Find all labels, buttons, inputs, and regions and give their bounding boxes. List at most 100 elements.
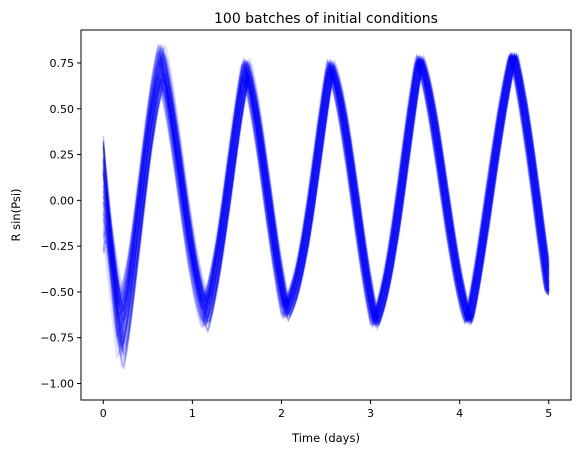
series-line bbox=[102, 55, 550, 337]
series-line bbox=[102, 52, 550, 323]
series-line bbox=[102, 54, 550, 331]
series-line bbox=[102, 54, 550, 328]
series-line bbox=[102, 54, 550, 343]
series-line bbox=[102, 51, 550, 323]
series-line bbox=[102, 53, 550, 322]
x-tick-label: 0 bbox=[100, 407, 107, 420]
series-line bbox=[103, 48, 550, 321]
x-tick-label: 5 bbox=[545, 407, 552, 420]
series-line bbox=[102, 43, 550, 320]
series-line bbox=[102, 53, 550, 322]
chart-title: 100 batches of initial conditions bbox=[214, 11, 438, 27]
y-axis-label: R sin(Psi) bbox=[9, 188, 23, 241]
y-tick-label: −0.50 bbox=[40, 286, 74, 299]
series-line bbox=[103, 43, 550, 320]
series-line bbox=[102, 51, 550, 323]
series-line bbox=[102, 56, 550, 331]
series-line bbox=[102, 46, 550, 321]
y-tick-label: −1.00 bbox=[40, 378, 74, 391]
series-line bbox=[102, 59, 550, 366]
series-line bbox=[102, 51, 550, 322]
series-line bbox=[102, 53, 550, 337]
series-line bbox=[102, 53, 550, 348]
series-line bbox=[102, 50, 550, 322]
series-line bbox=[102, 54, 550, 324]
series-line bbox=[102, 54, 550, 344]
series-line bbox=[102, 48, 550, 322]
series-group bbox=[102, 42, 550, 370]
series-line bbox=[102, 52, 550, 323]
series-line bbox=[102, 55, 550, 325]
series-line bbox=[102, 57, 550, 344]
series-line bbox=[102, 59, 550, 370]
y-tick-label: 0.25 bbox=[50, 149, 75, 162]
series-line bbox=[102, 55, 550, 343]
y-tick-label: 0.75 bbox=[50, 57, 75, 70]
series-line bbox=[102, 42, 550, 320]
series-line bbox=[102, 54, 550, 333]
series-line bbox=[102, 55, 550, 324]
series-line bbox=[102, 55, 550, 350]
x-tick-label: 1 bbox=[189, 407, 196, 420]
x-tick-label: 4 bbox=[456, 407, 463, 420]
series-line bbox=[102, 50, 550, 322]
series-line bbox=[102, 54, 550, 330]
series-line bbox=[102, 44, 550, 319]
series-line bbox=[102, 53, 550, 353]
series-line bbox=[102, 45, 550, 322]
series-line bbox=[102, 55, 550, 329]
series-line bbox=[102, 53, 550, 348]
series-line bbox=[102, 57, 550, 355]
series-line bbox=[102, 55, 550, 347]
series-line bbox=[102, 54, 550, 338]
series-line bbox=[102, 52, 550, 322]
x-axis: 0 1 2 3 4 5 bbox=[100, 400, 552, 420]
series-line bbox=[102, 58, 550, 339]
series-line bbox=[102, 55, 550, 349]
x-tick-label: 3 bbox=[367, 407, 374, 420]
series-line bbox=[102, 53, 550, 323]
series-line bbox=[102, 51, 550, 321]
series-line bbox=[102, 54, 550, 368]
series-line bbox=[102, 54, 550, 346]
series-line bbox=[102, 52, 550, 324]
series-line bbox=[102, 53, 550, 338]
series-line bbox=[102, 51, 550, 323]
series-line bbox=[102, 57, 550, 347]
series-line bbox=[102, 57, 550, 351]
series-line bbox=[102, 48, 550, 322]
y-tick-label: −0.75 bbox=[40, 332, 74, 345]
series-line bbox=[102, 52, 550, 322]
series-line bbox=[102, 54, 550, 324]
series-line bbox=[102, 49, 550, 322]
plot-frame bbox=[80, 29, 572, 401]
series-line bbox=[102, 55, 550, 335]
series-line bbox=[102, 47, 550, 321]
series-line bbox=[102, 55, 550, 335]
series-line bbox=[102, 55, 550, 354]
series-line bbox=[102, 45, 550, 319]
y-tick-label: 0.50 bbox=[50, 103, 75, 116]
series-line bbox=[102, 54, 550, 349]
series-line bbox=[102, 55, 550, 340]
series-line bbox=[102, 56, 550, 357]
series-line bbox=[102, 46, 550, 321]
x-tick-label: 2 bbox=[278, 407, 285, 420]
series-line bbox=[102, 54, 550, 361]
series-line bbox=[102, 51, 550, 323]
series-line bbox=[102, 43, 550, 319]
series-line bbox=[102, 55, 550, 357]
series-line bbox=[102, 57, 550, 370]
series-line bbox=[102, 50, 550, 321]
y-axis: −1.00 −0.75 −0.50 −0.25 0.00 0.25 0.50 0.75 bbox=[40, 57, 81, 391]
series-line bbox=[102, 53, 550, 323]
series-line bbox=[102, 52, 550, 325]
y-tick-label: −0.25 bbox=[40, 240, 74, 253]
series-line bbox=[102, 48, 550, 321]
series-line bbox=[102, 55, 550, 359]
series-line bbox=[102, 45, 550, 320]
series-line bbox=[102, 54, 550, 324]
series-line bbox=[102, 51, 550, 323]
series-line bbox=[102, 54, 550, 343]
